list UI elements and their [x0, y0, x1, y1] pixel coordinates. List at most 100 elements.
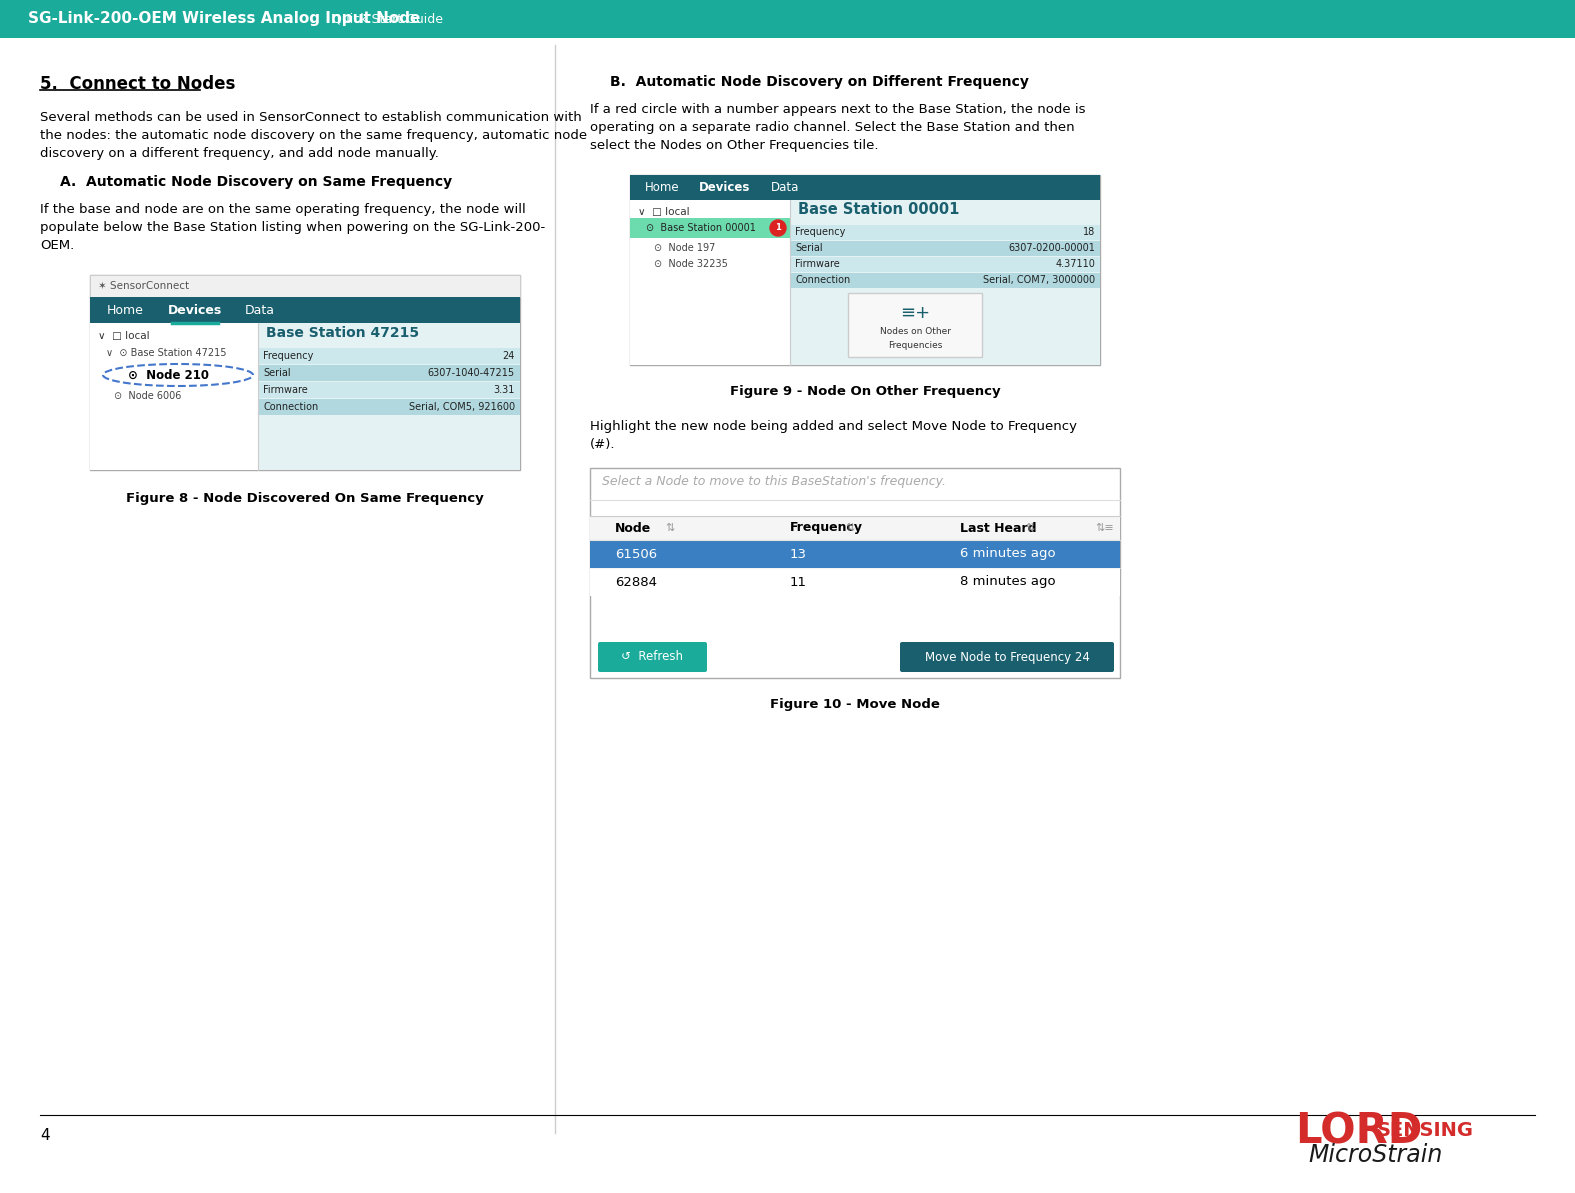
Text: 4.37110: 4.37110 [1055, 259, 1095, 268]
Text: ⇅: ⇅ [665, 523, 674, 533]
Text: Base Station 47215: Base Station 47215 [266, 326, 419, 340]
FancyBboxPatch shape [258, 398, 520, 415]
Text: LORD: LORD [1295, 1109, 1422, 1152]
Text: Several methods can be used in SensorConnect to establish communication with: Several methods can be used in SensorCon… [39, 111, 581, 124]
Text: Data: Data [770, 181, 799, 194]
Text: ⊙  Node 197: ⊙ Node 197 [654, 243, 715, 253]
Text: 5.  Connect to Nodes: 5. Connect to Nodes [39, 75, 235, 93]
Text: Figure 10 - Move Node: Figure 10 - Move Node [770, 698, 940, 711]
Text: Firmware: Firmware [795, 259, 839, 268]
FancyBboxPatch shape [0, 0, 1575, 38]
Text: If a red circle with a number appears next to the Base Station, the node is: If a red circle with a number appears ne… [591, 103, 1085, 116]
Text: Home: Home [107, 303, 143, 316]
FancyBboxPatch shape [258, 382, 520, 398]
Text: Firmware: Firmware [263, 385, 307, 395]
FancyBboxPatch shape [90, 276, 520, 297]
Text: 62884: 62884 [614, 575, 657, 588]
Text: SENSING: SENSING [1377, 1121, 1474, 1141]
Text: Last Heard: Last Heard [961, 521, 1036, 534]
Text: 61506: 61506 [614, 548, 657, 561]
Text: 3.31: 3.31 [493, 385, 515, 395]
Text: ⊙  Node 6006: ⊙ Node 6006 [113, 391, 181, 401]
Text: populate below the Base Station listing when powering on the SG-Link-200-: populate below the Base Station listing … [39, 221, 545, 234]
Text: 8 minutes ago: 8 minutes ago [961, 575, 1055, 588]
Circle shape [770, 220, 786, 236]
Text: ⊙  Base Station 00001: ⊙ Base Station 00001 [646, 223, 756, 233]
Text: Move Node to Frequency 24: Move Node to Frequency 24 [925, 650, 1090, 663]
Text: Connection: Connection [795, 276, 850, 285]
Text: Devices: Devices [169, 303, 222, 316]
Text: ⇅≡: ⇅≡ [1095, 523, 1114, 533]
Text: 24: 24 [502, 351, 515, 361]
FancyBboxPatch shape [791, 225, 1099, 240]
Text: the nodes: the automatic node discovery on the same frequency, automatic node: the nodes: the automatic node discovery … [39, 129, 587, 142]
Text: 11: 11 [791, 575, 806, 588]
FancyBboxPatch shape [258, 365, 520, 381]
Text: Highlight the new node being added and select Move Node to Frequency: Highlight the new node being added and s… [591, 420, 1077, 433]
Text: Frequency: Frequency [263, 351, 313, 361]
Text: Connection: Connection [263, 402, 318, 412]
Text: 13: 13 [791, 548, 806, 561]
FancyBboxPatch shape [598, 642, 707, 672]
Text: 6307-1040-47215: 6307-1040-47215 [428, 367, 515, 378]
Text: Nodes on Other: Nodes on Other [879, 327, 950, 335]
FancyBboxPatch shape [591, 517, 1120, 540]
FancyBboxPatch shape [791, 200, 1099, 365]
Text: Devices: Devices [699, 181, 751, 194]
Text: B.  Automatic Node Discovery on Different Frequency: B. Automatic Node Discovery on Different… [610, 75, 1028, 89]
Text: Frequencies: Frequencies [888, 340, 942, 350]
Text: Data: Data [246, 303, 276, 316]
Text: If the base and node are on the same operating frequency, the node will: If the base and node are on the same ope… [39, 203, 526, 216]
Text: select the Nodes on Other Frequencies tile.: select the Nodes on Other Frequencies ti… [591, 140, 879, 152]
Text: ⊙  Node 32235: ⊙ Node 32235 [654, 259, 728, 268]
FancyBboxPatch shape [591, 568, 1120, 596]
Text: ≡+: ≡+ [899, 304, 931, 322]
FancyBboxPatch shape [630, 200, 791, 365]
FancyBboxPatch shape [791, 241, 1099, 256]
FancyBboxPatch shape [591, 468, 1120, 678]
Text: Frequency: Frequency [791, 521, 863, 534]
Text: 6 minutes ago: 6 minutes ago [961, 548, 1055, 561]
FancyBboxPatch shape [899, 642, 1114, 672]
Text: A.  Automatic Node Discovery on Same Frequency: A. Automatic Node Discovery on Same Freq… [60, 175, 452, 188]
Text: 1: 1 [775, 223, 781, 233]
Text: SG-Link-200-OEM Wireless Analog Input Node: SG-Link-200-OEM Wireless Analog Input No… [28, 12, 421, 26]
Text: Serial, COM7, 3000000: Serial, COM7, 3000000 [983, 276, 1095, 285]
Text: ⇅: ⇅ [1025, 523, 1035, 533]
FancyBboxPatch shape [90, 276, 520, 470]
Text: ↺  Refresh: ↺ Refresh [621, 650, 684, 663]
FancyBboxPatch shape [258, 348, 520, 364]
Text: ✶ SensorConnect: ✶ SensorConnect [98, 282, 189, 291]
FancyBboxPatch shape [591, 540, 1120, 568]
Text: Home: Home [644, 181, 679, 194]
Text: ⊙  Node 210: ⊙ Node 210 [128, 369, 209, 382]
Text: 18: 18 [1082, 227, 1095, 237]
Text: Figure 9 - Node On Other Frequency: Figure 9 - Node On Other Frequency [729, 385, 1000, 398]
FancyBboxPatch shape [630, 175, 1099, 200]
FancyBboxPatch shape [791, 273, 1099, 288]
Text: ∨  □ local: ∨ □ local [98, 330, 150, 341]
Text: Serial: Serial [263, 367, 291, 378]
Text: Select a Node to move to this BaseStation's frequency.: Select a Node to move to this BaseStatio… [602, 476, 947, 488]
Text: operating on a separate radio channel. Select the Base Station and then: operating on a separate radio channel. S… [591, 120, 1074, 134]
Text: (#).: (#). [591, 438, 616, 451]
Text: ⇅: ⇅ [846, 523, 854, 533]
Text: Node: Node [614, 521, 650, 534]
Text: Quick Start Guide: Quick Start Guide [332, 12, 443, 25]
Text: Figure 8 - Node Discovered On Same Frequency: Figure 8 - Node Discovered On Same Frequ… [126, 492, 484, 505]
Text: 6307-0200-00001: 6307-0200-00001 [1008, 243, 1095, 253]
FancyBboxPatch shape [630, 218, 791, 237]
Text: Base Station 00001: Base Station 00001 [799, 203, 959, 217]
Text: Serial, COM5, 921600: Serial, COM5, 921600 [410, 402, 515, 412]
FancyBboxPatch shape [90, 297, 520, 323]
FancyBboxPatch shape [90, 323, 258, 470]
FancyBboxPatch shape [847, 293, 981, 357]
Text: ∨  ⊙ Base Station 47215: ∨ ⊙ Base Station 47215 [106, 348, 227, 358]
FancyBboxPatch shape [630, 175, 1099, 365]
FancyBboxPatch shape [791, 256, 1099, 272]
Text: MicroStrain: MicroStrain [1307, 1143, 1443, 1167]
Text: 4: 4 [39, 1127, 50, 1143]
Text: Serial: Serial [795, 243, 822, 253]
Text: ∨  □ local: ∨ □ local [638, 208, 690, 217]
Text: OEM.: OEM. [39, 239, 74, 252]
